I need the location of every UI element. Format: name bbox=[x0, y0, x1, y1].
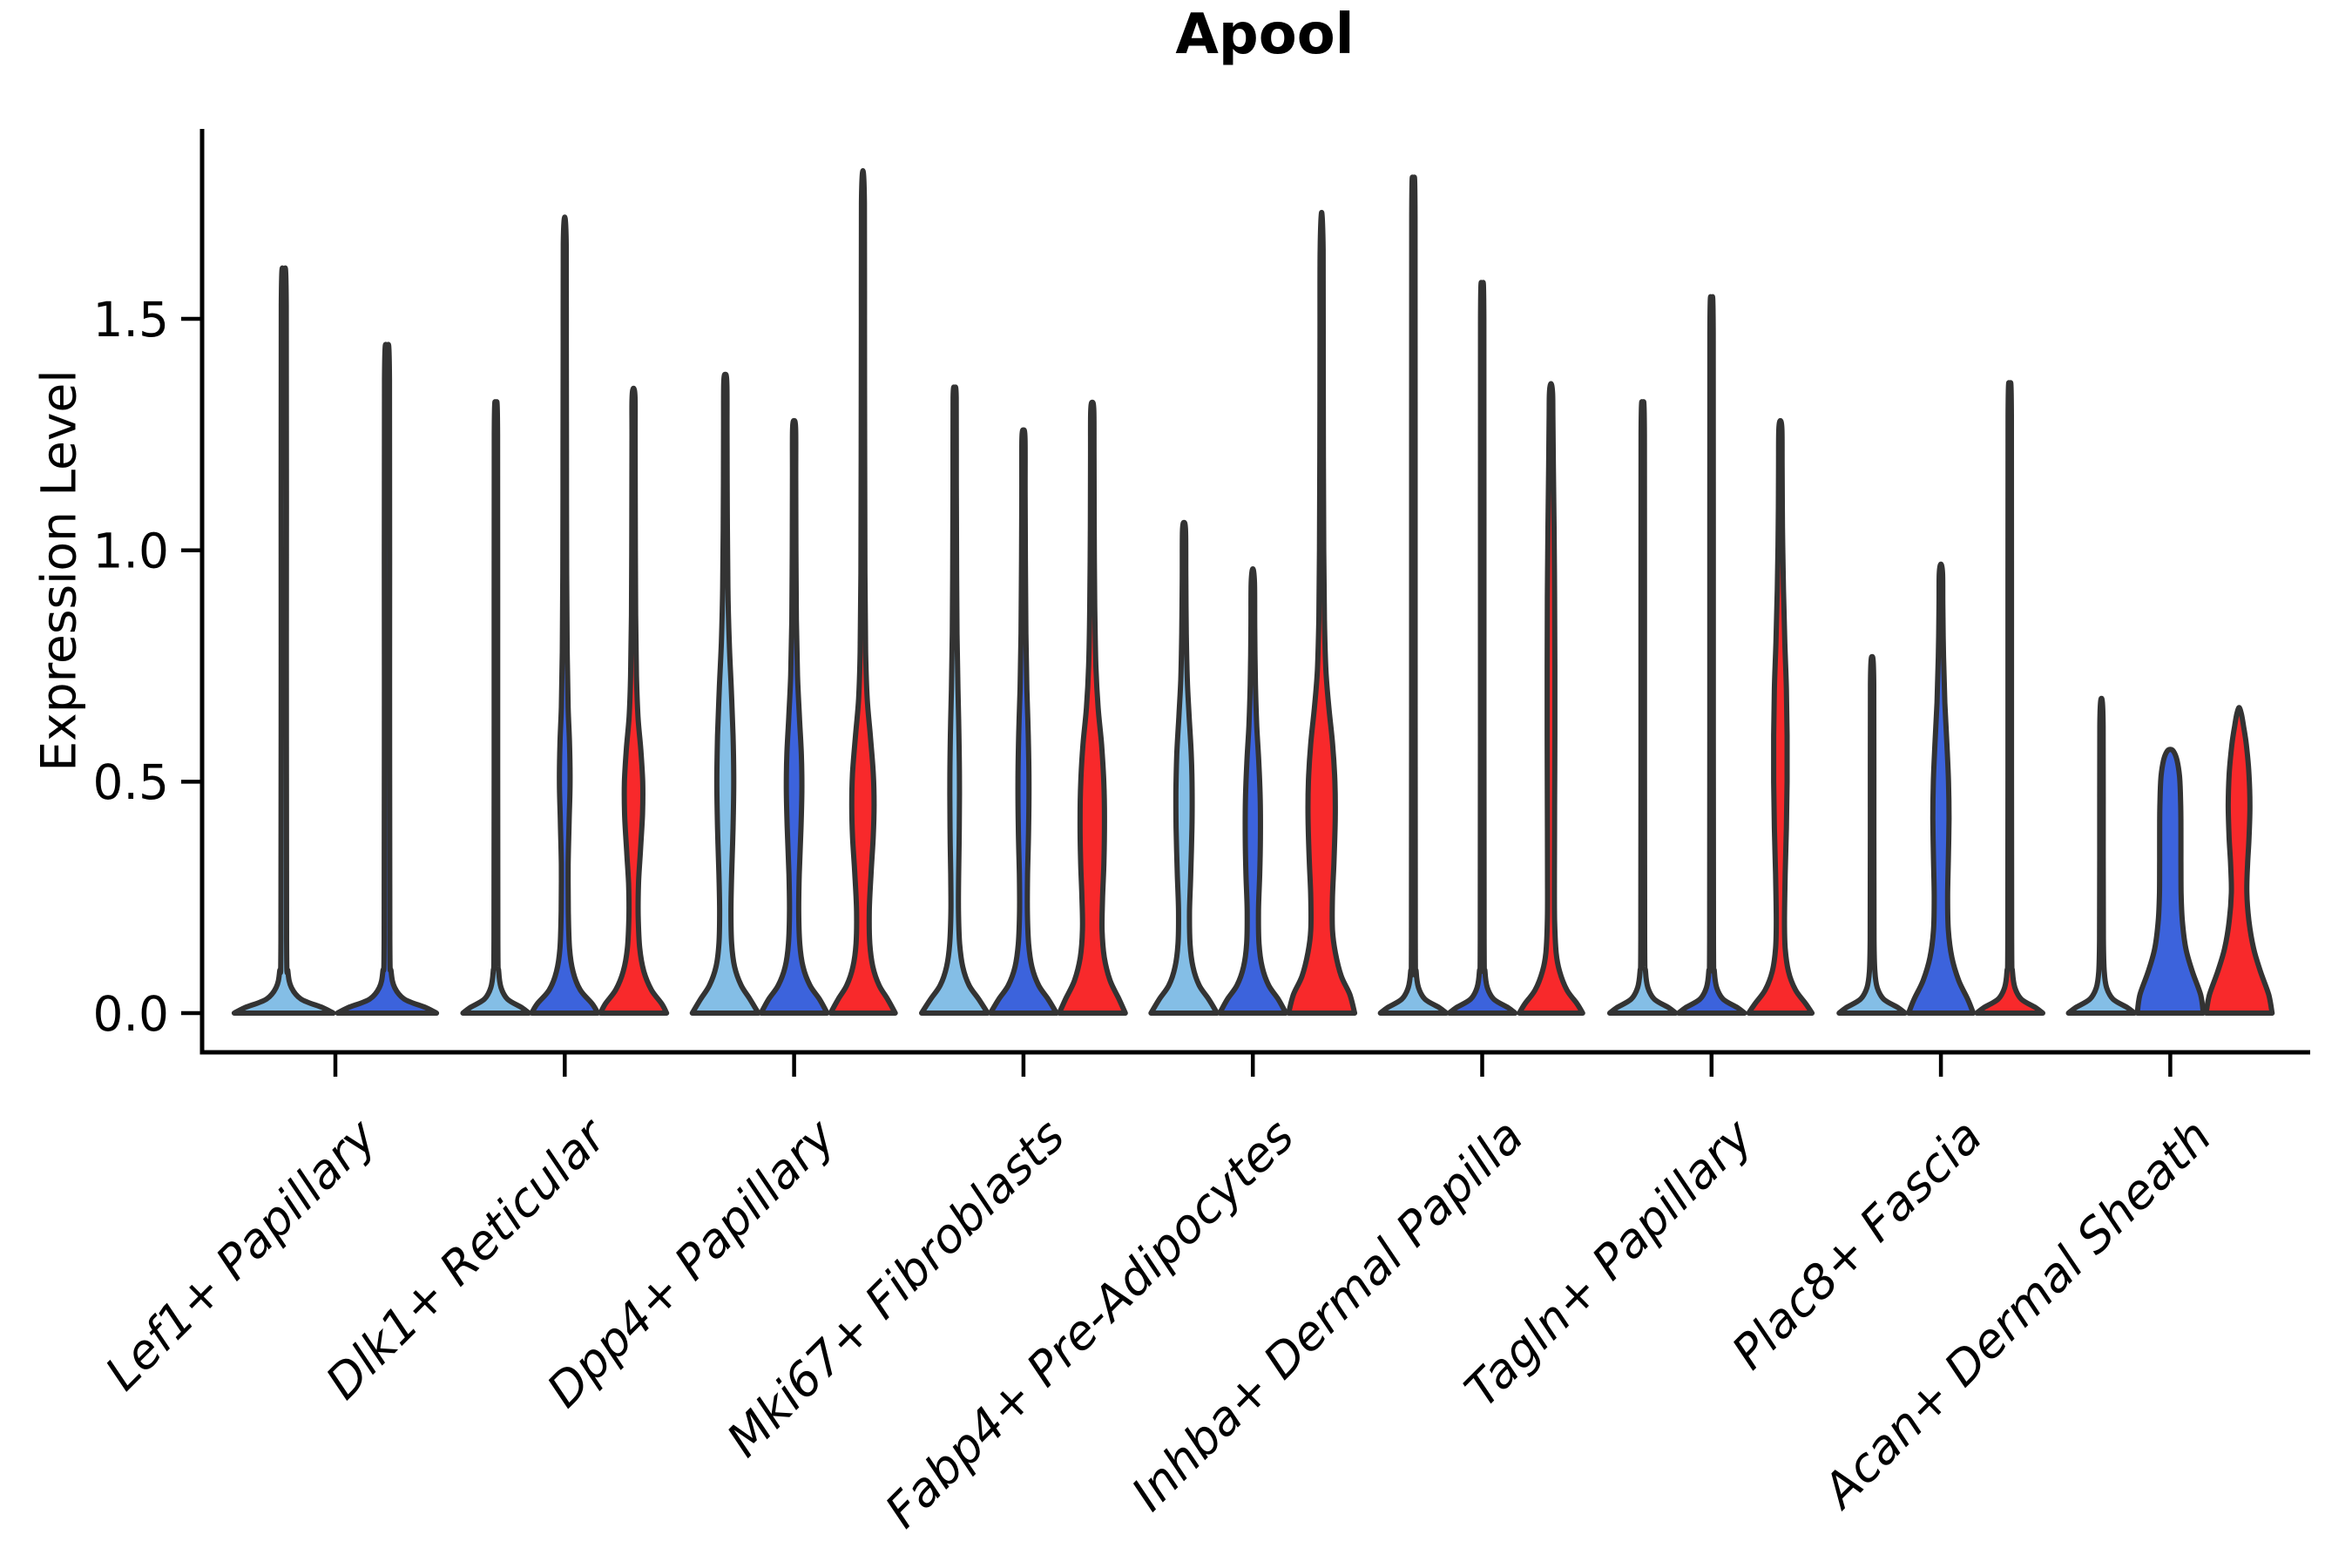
violin-7-1 bbox=[1906, 561, 1977, 1016]
violin-4-2 bbox=[1286, 209, 1358, 1016]
violin-1-1 bbox=[529, 214, 601, 1016]
violin-3-1 bbox=[988, 427, 1059, 1016]
violin-8-2 bbox=[2203, 705, 2275, 1016]
violin-2-2 bbox=[828, 168, 898, 1016]
violin-2-1 bbox=[758, 417, 830, 1016]
violin-5-2 bbox=[1517, 381, 1585, 1016]
violin-4-0 bbox=[1148, 519, 1220, 1016]
y-tick-label-0.0: 0.0 bbox=[93, 986, 169, 1042]
violin-8-1 bbox=[2134, 747, 2207, 1016]
y-tick-label-1.0: 1.0 bbox=[93, 524, 169, 579]
x-category-label-5: Inhba+ Dermal Papilla bbox=[1121, 1109, 1534, 1522]
violin-6-0 bbox=[1606, 399, 1679, 1016]
chart-title: Apool bbox=[1175, 3, 1355, 67]
violin-6-2 bbox=[1746, 417, 1815, 1016]
x-category-label-8: Acan+ Dermal Sheath bbox=[1811, 1109, 2222, 1520]
violin-3-2 bbox=[1057, 399, 1128, 1016]
violin-8-0 bbox=[2065, 695, 2138, 1016]
violin-1-2 bbox=[598, 385, 670, 1016]
violin-5-1 bbox=[1446, 280, 1518, 1016]
violin-1-0 bbox=[460, 399, 532, 1016]
violin-4-1 bbox=[1217, 566, 1289, 1016]
violin-5-0 bbox=[1377, 174, 1450, 1016]
violin-7-2 bbox=[1974, 380, 2045, 1016]
x-category-label-4: Fabp4+ Pre-Adipocytes bbox=[875, 1109, 1304, 1538]
y-tick-label-0.5: 0.5 bbox=[93, 754, 169, 810]
violin-6-1 bbox=[1675, 294, 1747, 1016]
violin-0-1 bbox=[335, 341, 440, 1016]
violin-7-0 bbox=[1836, 653, 1908, 1016]
violin-0-0 bbox=[231, 265, 336, 1016]
violin-3-0 bbox=[919, 384, 990, 1016]
y-tick-label-1.5: 1.5 bbox=[93, 292, 169, 348]
violin-2-0 bbox=[689, 371, 761, 1016]
